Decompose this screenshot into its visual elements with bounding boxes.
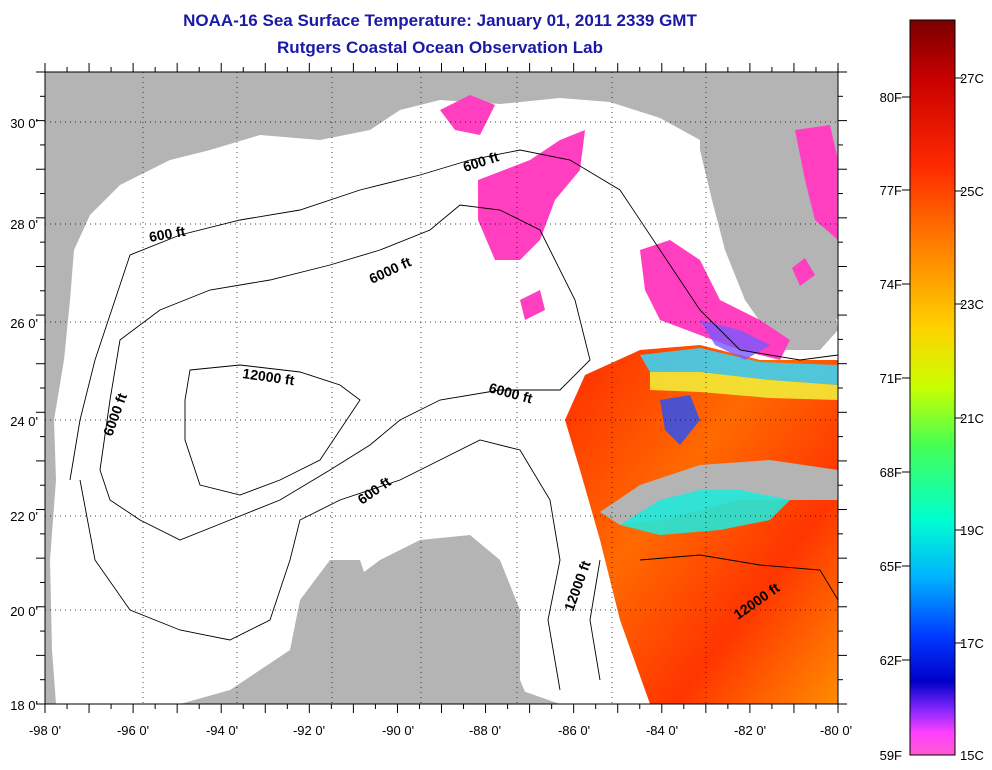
latitude-labels: 30 0' 28 0' 26 0' 24 0' 22 0' 20 0' 18 0… [10, 116, 38, 713]
sst-cool-band [640, 348, 838, 385]
contour-12000ft-east [639, 554, 838, 601]
f-label: 62F [880, 653, 902, 668]
f-label: 59F [880, 748, 902, 763]
yucatan-land [300, 535, 530, 704]
cloud-patch [520, 290, 545, 320]
lon-label: -92 0' [293, 723, 325, 738]
cloud-patch [640, 240, 790, 360]
cloud-patch [478, 130, 585, 260]
c-label: 21C [960, 411, 984, 426]
longitude-labels: -98 0' -96 0' -94 0' -92 0' -90 0' -88 0… [29, 723, 852, 738]
c-label: 15C [960, 748, 984, 763]
lon-label: -98 0' [29, 723, 61, 738]
contour-6000ft [99, 204, 591, 541]
axis-ticks [36, 63, 847, 713]
lon-label: -96 0' [117, 723, 149, 738]
c-label: 23C [960, 297, 984, 312]
color-bar [909, 19, 956, 756]
c-label: 25C [960, 184, 984, 199]
cloud-patch [700, 320, 770, 360]
f-label: 71F [880, 371, 902, 386]
f-label: 68F [880, 465, 902, 480]
contour-600ft-south [79, 439, 561, 691]
f-label: 80F [880, 90, 902, 105]
lon-label: -84 0' [646, 723, 678, 738]
lat-label: 18 0' [10, 698, 38, 713]
contour-label: 12000 ft [242, 365, 296, 388]
contour-12000ft [184, 364, 361, 496]
c-label: 27C [960, 71, 984, 86]
cloud-patch [795, 125, 838, 240]
bathymetry-contours [69, 149, 838, 691]
f-label: 65F [880, 559, 902, 574]
lon-label: -80 0' [820, 723, 852, 738]
cloud-patch [792, 258, 815, 286]
f-label: 77F [880, 183, 902, 198]
lon-label: -88 0' [469, 723, 501, 738]
color-bar-ticks [902, 77, 963, 661]
lon-label: -90 0' [382, 723, 414, 738]
contour-600ft [69, 149, 838, 481]
c-label: 17C [960, 636, 984, 651]
lon-label: -94 0' [206, 723, 238, 738]
sst-cyan-south [620, 490, 790, 535]
lat-label: 28 0' [10, 217, 38, 232]
lon-label: -82 0' [734, 723, 766, 738]
lat-label: 20 0' [10, 604, 38, 619]
map-subtitle: Rutgers Coastal Ocean Observation Lab [277, 38, 603, 57]
cloud-patch [440, 95, 495, 135]
lat-label: 26 0' [10, 316, 38, 331]
f-label: 74F [880, 277, 902, 292]
fahrenheit-labels: 80F 77F 74F 71F 68F 65F 62F 59F [880, 90, 902, 763]
celsius-labels: 27C 25C 23C 21C 19C 17C 15C [960, 71, 984, 763]
contour-12000ft-south [589, 559, 601, 681]
contour-label: 600 ft [148, 223, 187, 245]
sst-yellow-band [650, 372, 838, 400]
c-label: 19C [960, 523, 984, 538]
lat-label: 24 0' [10, 414, 38, 429]
graticule [45, 72, 838, 704]
lon-label: -86 0' [558, 723, 590, 738]
lat-label: 22 0' [10, 509, 38, 524]
map-title: NOAA-16 Sea Surface Temperature: January… [183, 11, 697, 30]
lat-label: 30 0' [10, 116, 38, 131]
